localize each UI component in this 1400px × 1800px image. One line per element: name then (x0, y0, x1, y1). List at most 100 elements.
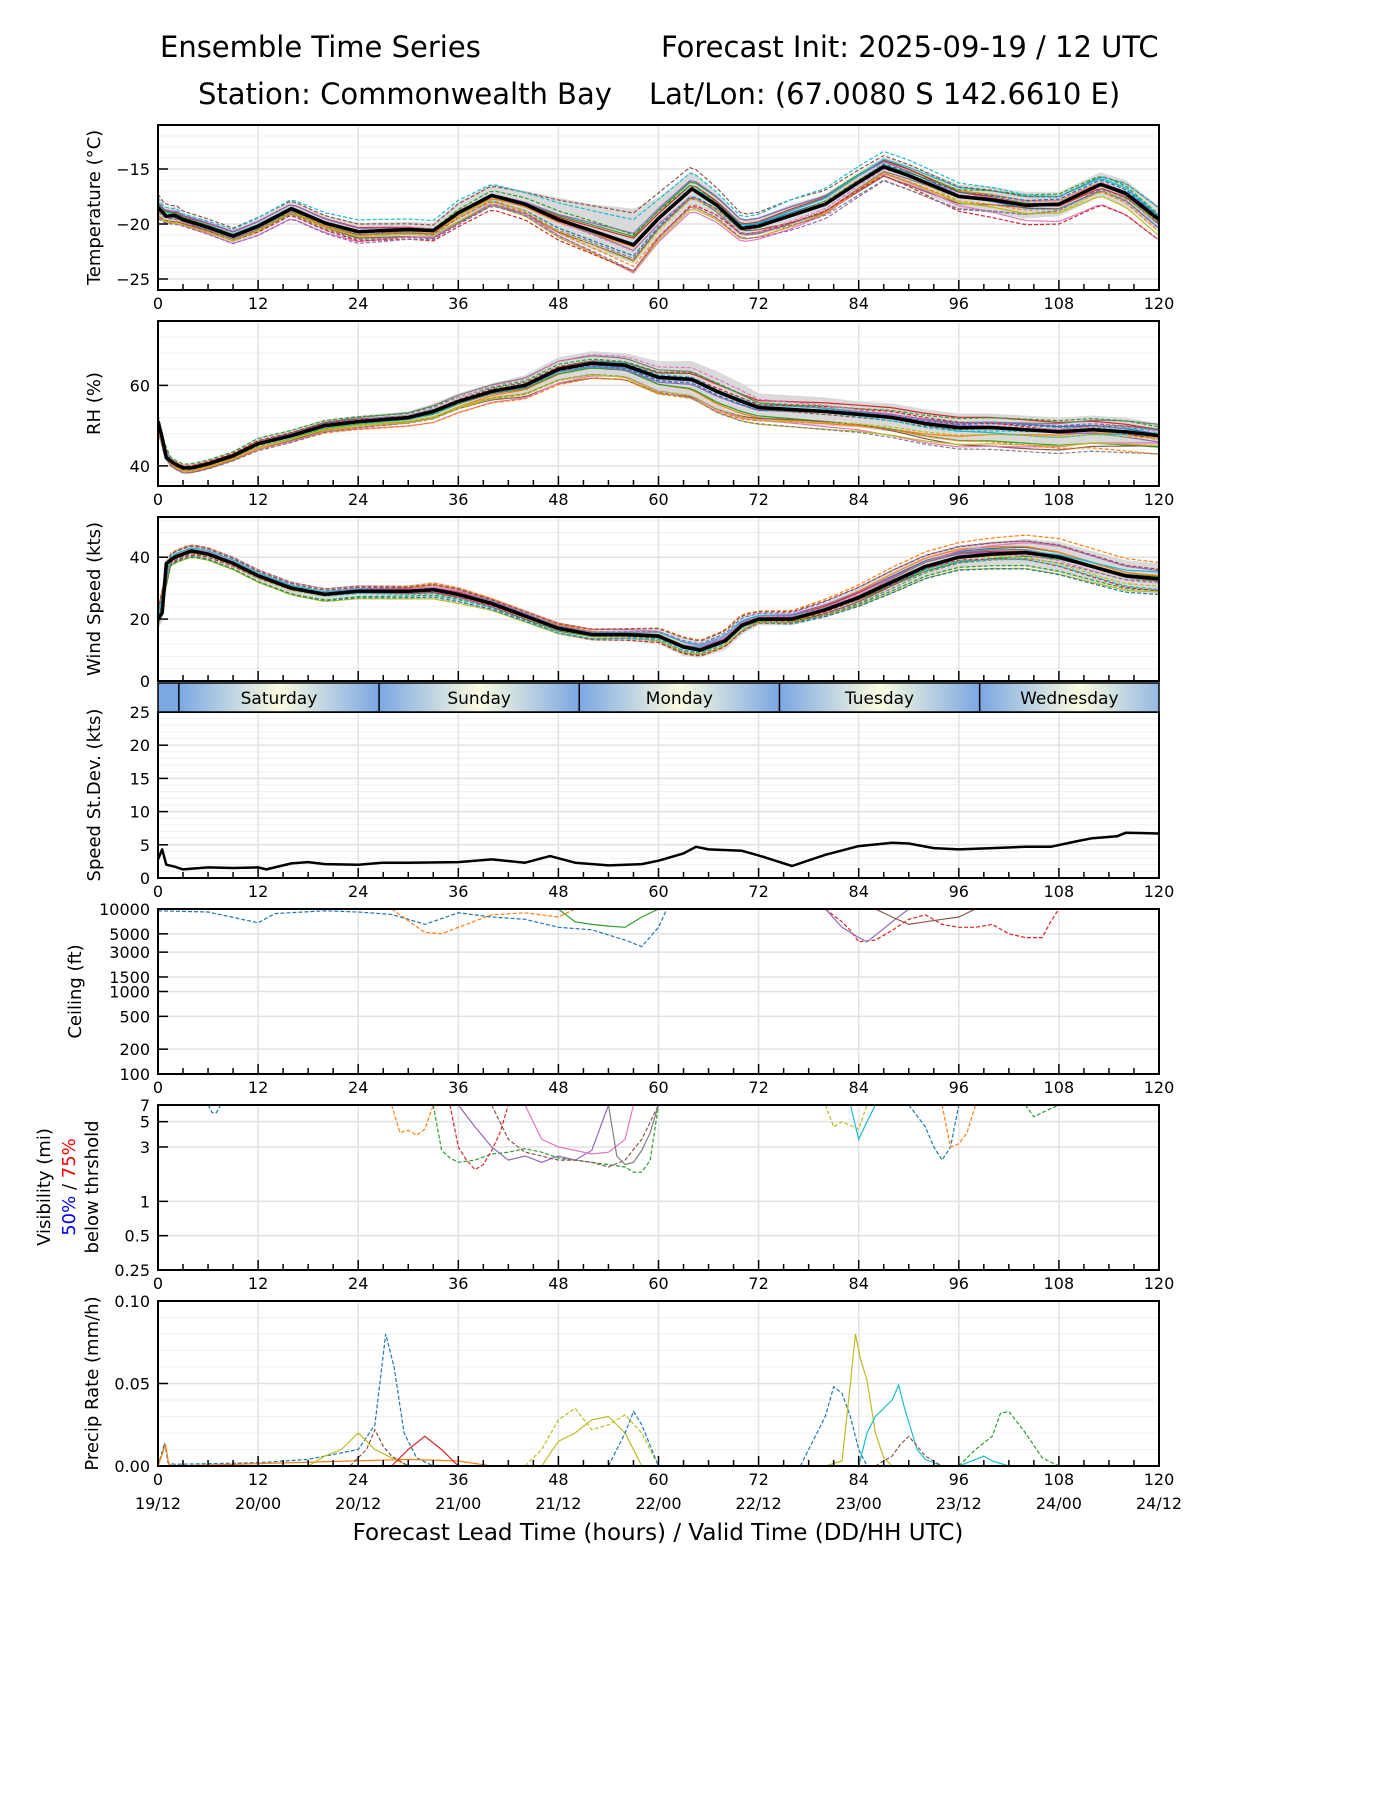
x-tick-label: 48 (548, 294, 568, 313)
valid-time-label: 24/00 (1036, 1494, 1082, 1513)
data-layer (158, 351, 1159, 474)
x-tick-label: 84 (849, 1078, 869, 1097)
ensemble-member-line (158, 150, 1159, 231)
data-layer (207, 1105, 1060, 1173)
x-tick-label: 72 (748, 294, 768, 313)
visibility-threshold-label: 50% / 75% (59, 1138, 80, 1236)
y-tick-label: 40 (130, 457, 150, 476)
x-tick-label: 36 (448, 1274, 468, 1293)
data-layer (158, 534, 1159, 658)
y-tick-label: 60 (130, 376, 150, 395)
ensemble-member-line (158, 367, 1159, 472)
ensemble-member-line (824, 909, 910, 943)
ensemble-member-line (449, 1105, 509, 1171)
station-label: Station: Commonwealth Bay (198, 77, 612, 111)
chart-title: Ensemble Time Series (160, 30, 481, 64)
y-tick-label: −15 (116, 160, 150, 179)
ensemble-member-line (158, 540, 1159, 642)
ensemble-member-line (307, 1432, 409, 1466)
y-axis-label: Ceiling (ft) (65, 944, 86, 1038)
ensemble-member-line (875, 909, 976, 926)
x-tick-label: 12 (248, 882, 268, 901)
valid-time-label: 23/00 (836, 1494, 882, 1513)
x-tick-label: 72 (748, 1078, 768, 1097)
x-tick-label: 12 (248, 294, 268, 313)
x-tick-label: 48 (548, 1274, 568, 1293)
x-tick-label: 84 (849, 490, 869, 509)
x-tick-label: 120 (1144, 1470, 1175, 1489)
x-tick-label: 0 (153, 1274, 163, 1293)
ensemble-member-line (158, 179, 1159, 260)
x-tick-label: 36 (448, 1470, 468, 1489)
ensemble-member-line (607, 1410, 660, 1466)
panel-visibility: 0 12 24 36 48 60 72 84 96 108 120 0.25 0.5 1 3 57 (114, 1096, 1174, 1293)
ensemble-member-line (607, 1105, 660, 1166)
ensemble-member-line (391, 1435, 459, 1466)
visibility-below-threshold-label: below thrshold (82, 1120, 103, 1253)
x-tick-label: 48 (548, 1078, 568, 1097)
y-tick-label: −20 (116, 215, 150, 234)
ensemble-member-line (158, 374, 1159, 471)
x-tick-label: 108 (1044, 294, 1075, 313)
panel-wind_speed: 0 20 40 Wind Speed (kts) (84, 516, 1160, 691)
y-tick-label: 200 (119, 1040, 150, 1059)
y-tick-label: 1000 (109, 983, 150, 1002)
day-label: Monday (646, 689, 713, 709)
y-tick-label: 1 (140, 1192, 150, 1211)
day-segment (779, 683, 980, 712)
day-segment (178, 683, 380, 712)
x-tick-label: 84 (849, 1470, 869, 1489)
ensemble-member-line (849, 1105, 876, 1142)
x-tick-label: 84 (849, 882, 869, 901)
ensemble-member-line (207, 1105, 222, 1114)
data-layer (158, 909, 1060, 948)
x-tick-label: 96 (949, 294, 969, 313)
y-tick-label: 25 (130, 703, 150, 722)
y-tick-label: 0 (140, 672, 150, 691)
ensemble-member-line (432, 1105, 660, 1173)
y-tick-label: 100 (119, 1065, 150, 1084)
x-tick-label: 120 (1144, 294, 1175, 313)
x-tick-label: 108 (1044, 1274, 1075, 1293)
valid-time-label: 20/12 (335, 1494, 381, 1513)
x-tick-label: 120 (1144, 1078, 1175, 1097)
ensemble-member-line (858, 1383, 943, 1466)
x-tick-label: 0 (153, 294, 163, 313)
day-bar: Saturday Sunday Monday Tuesday Wednesday (157, 682, 1160, 713)
ensemble-member-line (158, 172, 1159, 268)
y-tick-label: 0.25 (114, 1261, 150, 1280)
y-tick-label: 0.5 (125, 1227, 150, 1246)
ensemble-member-line (158, 154, 1159, 229)
panel-temperature: 0 12 24 36 48 60 72 84 96 108 120 −25 −20 −15 Temperat… (84, 124, 1175, 313)
x-tick-label: 60 (648, 294, 668, 313)
stdev-line (158, 831, 1159, 871)
y-tick-label: −25 (116, 270, 150, 289)
valid-time-label: 22/12 (736, 1494, 782, 1513)
x-tick-label: 96 (949, 490, 969, 509)
y-tick-label: 0.00 (114, 1457, 150, 1476)
forecast-init-label: Forecast Init: 2025-09-19 / 12 UTC (661, 30, 1159, 64)
separator: / (59, 1178, 80, 1196)
panel-ceiling: 0 12 24 36 48 60 72 84 96 108 120 100 200 500 10001500… (65, 900, 1174, 1097)
ensemble-member-line (558, 909, 659, 928)
ensemble-member-line (491, 1105, 660, 1168)
x-tick-label: 72 (748, 1274, 768, 1293)
ensemble-member-line (158, 365, 1159, 468)
x-tick-label: 60 (648, 882, 668, 901)
ensemble-member-line (349, 1428, 409, 1466)
x-tick-label: 12 (248, 1274, 268, 1293)
y-axis-label: Temperature (°C) (84, 130, 105, 286)
y-tick-label: 3 (140, 1138, 150, 1157)
x-tick-label: 36 (448, 1078, 468, 1097)
x-tick-label: 108 (1044, 882, 1075, 901)
ensemble-member-line (958, 1410, 1060, 1466)
y-axis-label: Speed St.Dev. (kts) (84, 709, 105, 882)
y-tick-label: 7 (140, 1096, 150, 1115)
x-tick-label: 108 (1044, 490, 1075, 509)
ensemble-member-line (524, 1407, 660, 1466)
valid-time-label: 19/12 (135, 1494, 181, 1513)
x-tick-label: 48 (548, 882, 568, 901)
x-tick-label: 60 (648, 1078, 668, 1097)
ensemble-member-line (158, 180, 1159, 272)
